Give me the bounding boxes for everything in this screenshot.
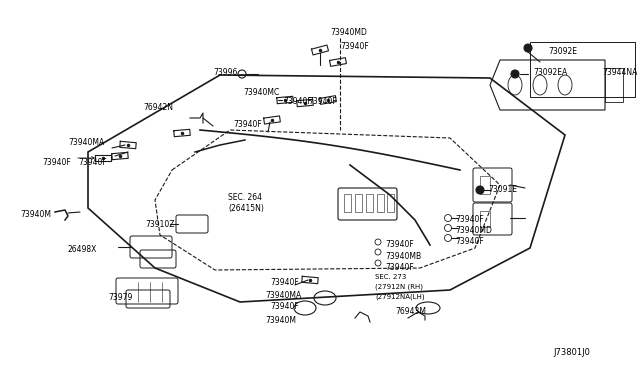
Text: 76942N: 76942N [143, 103, 173, 112]
Text: J73801J0: J73801J0 [553, 348, 590, 357]
Text: (27912NA(LH): (27912NA(LH) [375, 294, 424, 301]
Text: 73940F: 73940F [233, 120, 262, 129]
Text: 73940MC: 73940MC [243, 88, 279, 97]
Text: 73940F: 73940F [455, 215, 484, 224]
Text: 73940M: 73940M [265, 316, 296, 325]
Text: (27912N (RH): (27912N (RH) [375, 284, 423, 291]
Text: 73940F: 73940F [455, 237, 484, 246]
Bar [366, 194, 373, 212]
Text: 73940F: 73940F [340, 42, 369, 51]
Text: 76943M: 76943M [395, 307, 426, 316]
Bar [480, 211, 490, 227]
Bar [344, 194, 351, 212]
Bar [605, 68, 623, 102]
Text: 73940F: 73940F [270, 302, 299, 311]
Text: 73940F: 73940F [385, 240, 413, 249]
Text: 73940MA: 73940MA [68, 138, 104, 147]
Text: 73940MB: 73940MB [385, 252, 421, 261]
Text: 73940F: 73940F [270, 278, 299, 287]
Text: 73940F: 73940F [78, 158, 107, 167]
Text: 73979: 73979 [108, 293, 132, 302]
Bar [377, 194, 384, 212]
Text: 26498X: 26498X [68, 245, 97, 254]
Text: 73940F: 73940F [308, 97, 337, 106]
Bar [530, 42, 635, 97]
Circle shape [524, 44, 532, 52]
Text: 73996: 73996 [213, 68, 237, 77]
Text: 73944NA: 73944NA [602, 68, 637, 77]
Text: 73940F: 73940F [42, 158, 71, 167]
Text: 73091E: 73091E [488, 185, 517, 194]
Text: 73940M: 73940M [20, 210, 51, 219]
Circle shape [476, 186, 484, 194]
Bar [480, 176, 490, 194]
Text: SEC. 264: SEC. 264 [228, 193, 262, 202]
Text: 73940MD: 73940MD [330, 28, 367, 37]
Text: 73910Z: 73910Z [145, 220, 175, 229]
Text: 73940MD: 73940MD [455, 226, 492, 235]
Text: 73940F: 73940F [283, 97, 312, 106]
Text: 73940F: 73940F [385, 263, 413, 272]
Text: 73940MA: 73940MA [265, 291, 301, 300]
Text: 73092EA: 73092EA [533, 68, 567, 77]
Text: (26415N): (26415N) [228, 204, 264, 213]
Text: 73092E: 73092E [548, 47, 577, 56]
Bar [355, 194, 362, 212]
Text: SEC. 273: SEC. 273 [375, 274, 406, 280]
Circle shape [511, 70, 519, 78]
Bar [387, 194, 394, 212]
